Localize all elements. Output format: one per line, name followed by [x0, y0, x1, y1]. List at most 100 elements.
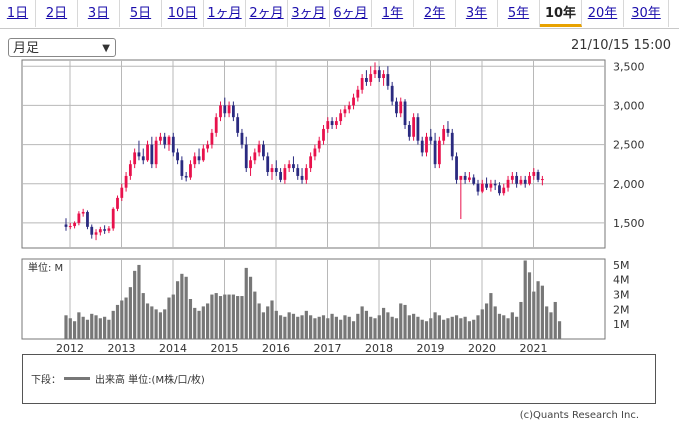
price-tick-label: 1,500	[613, 217, 645, 230]
volume-bar	[394, 318, 399, 339]
volume-bar	[326, 318, 330, 339]
volume-bar	[369, 316, 373, 339]
volume-bar	[420, 319, 424, 339]
volume-bar	[201, 306, 205, 339]
volume-bar	[532, 291, 536, 339]
tab-2年[interactable]: 2年	[414, 0, 456, 27]
volume-bar	[115, 304, 120, 339]
tab-6ヶ月[interactable]: 6ヶ月	[330, 0, 372, 27]
volume-bar	[253, 291, 257, 339]
volume-bar	[128, 287, 132, 339]
candle-body	[86, 211, 89, 227]
candle-body	[532, 172, 536, 176]
tab-1年[interactable]: 1年	[372, 0, 414, 27]
candle-body	[244, 144, 248, 169]
candle-body	[433, 140, 437, 165]
volume-bar	[373, 318, 377, 339]
volume-bar	[343, 315, 347, 339]
tab-20年[interactable]: 20年	[582, 0, 624, 27]
volume-bar	[257, 303, 261, 339]
candle-body	[403, 101, 407, 126]
candle-body	[390, 85, 394, 102]
price-tick-label: 3,000	[613, 99, 645, 112]
tab-2日[interactable]: 2日	[36, 0, 78, 27]
candle-body	[304, 168, 308, 180]
year-tick-label: 2015	[211, 342, 239, 354]
volume-bar	[399, 303, 403, 339]
volume-bar	[223, 294, 227, 339]
volume-bar	[107, 319, 111, 339]
volume-bar	[175, 281, 180, 339]
candle-body	[214, 117, 218, 133]
candle-body	[171, 136, 175, 153]
tab-3日[interactable]: 3日	[78, 0, 120, 27]
candle-body	[309, 156, 313, 169]
volume-bar	[278, 315, 283, 339]
candle-body	[480, 183, 484, 192]
volume-bar	[261, 312, 266, 339]
tab-30年[interactable]: 30年	[624, 0, 669, 27]
tab-5日[interactable]: 5日	[120, 0, 162, 27]
volume-bar	[72, 321, 77, 339]
candle-body	[446, 128, 450, 133]
volume-bar	[510, 312, 514, 339]
candle-body	[128, 164, 132, 176]
candle-body	[416, 117, 420, 141]
volume-bar	[291, 313, 296, 339]
candle-body	[98, 229, 102, 233]
period-select-value: 月足	[13, 41, 40, 56]
volume-bar	[377, 315, 381, 339]
candle-body	[540, 179, 544, 181]
candle-body	[77, 213, 81, 223]
volume-bar	[240, 296, 244, 339]
volume-bar	[519, 301, 523, 339]
volume-bar	[296, 316, 300, 339]
candle-body	[300, 175, 304, 180]
volume-bar	[64, 315, 68, 339]
tab-5年[interactable]: 5年	[498, 0, 540, 27]
candle-body	[407, 125, 411, 137]
legend-volume-line	[64, 377, 90, 380]
candle-body	[360, 78, 364, 90]
tab-10年[interactable]: 10年	[540, 0, 582, 27]
candle-body	[274, 168, 278, 173]
tab-1ヶ月[interactable]: 1ヶ月	[204, 0, 246, 27]
volume-bar	[446, 318, 450, 339]
candle-body	[90, 226, 94, 235]
volume-bar	[386, 312, 390, 339]
candle-body	[240, 132, 244, 145]
volume-bar	[506, 318, 510, 339]
candle-body	[124, 175, 128, 188]
candle-body	[326, 121, 330, 129]
tab-3年[interactable]: 3年	[456, 0, 498, 27]
candle-body	[176, 152, 179, 161]
year-tick-label: 2018	[365, 342, 393, 354]
volume-bar	[111, 310, 115, 339]
volume-bar	[141, 293, 145, 339]
candle-body	[450, 132, 454, 157]
volume-bar	[403, 304, 407, 339]
candle-body	[528, 175, 531, 184]
candle-body	[442, 128, 446, 141]
candle-body	[523, 179, 527, 184]
volume-bar	[227, 294, 231, 339]
tab-3ヶ月[interactable]: 3ヶ月	[288, 0, 330, 27]
candle-body	[279, 172, 282, 180]
volume-bar	[94, 315, 98, 339]
volume-bar	[360, 306, 364, 339]
candle-body	[334, 121, 338, 126]
tab-1日[interactable]: 1日	[0, 0, 36, 27]
volume-bar	[184, 276, 188, 339]
volume-bar	[527, 272, 532, 339]
candle-body	[455, 156, 458, 180]
candle-body	[249, 160, 252, 169]
volume-bar	[437, 315, 441, 339]
year-tick-label: 2017	[314, 342, 342, 354]
period-select[interactable]: 月足 ▼	[8, 38, 116, 57]
volume-bar	[364, 310, 369, 339]
tab-2ヶ月[interactable]: 2ヶ月	[246, 0, 288, 27]
tab-10日[interactable]: 10日	[162, 0, 204, 27]
volume-bar	[497, 313, 502, 339]
volume-bar	[77, 312, 81, 339]
candle-body	[399, 101, 403, 114]
